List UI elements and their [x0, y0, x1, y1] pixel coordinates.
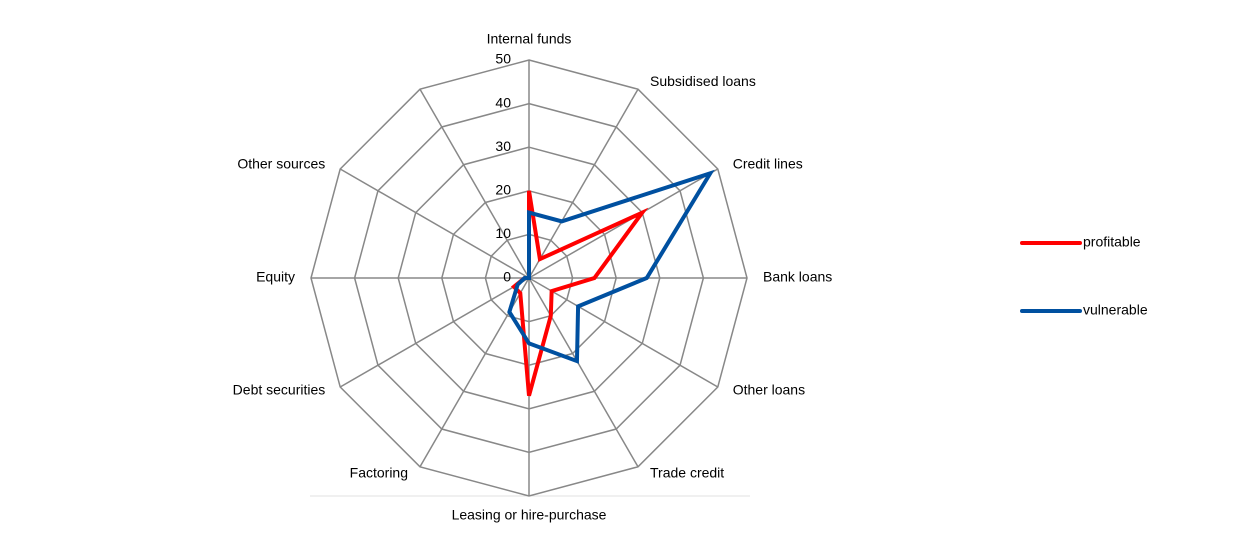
- y-tick-label: 50: [495, 51, 511, 67]
- grid-line: [310, 59, 748, 497]
- category-label: Leasing or hire-purchase: [452, 507, 607, 523]
- y-tick-label: 0: [503, 269, 511, 285]
- category-label: Subsidised loans: [650, 73, 756, 89]
- category-label: Debt securities: [233, 382, 326, 398]
- category-label: Bank loans: [763, 269, 832, 285]
- y-tick-label: 40: [495, 94, 511, 110]
- category-label: Factoring: [350, 464, 408, 480]
- series-line: [507, 169, 715, 364]
- spoke: [528, 277, 719, 388]
- spoke: [419, 88, 530, 279]
- series-line: [510, 190, 649, 397]
- spoke: [339, 168, 530, 279]
- y-tick-label: 30: [495, 138, 511, 154]
- legend-label: profitable: [1083, 234, 1141, 250]
- legend-label: vulnerable: [1083, 302, 1148, 318]
- spoke: [528, 168, 719, 279]
- y-tick-label: 10: [495, 225, 511, 241]
- category-label: Equity: [256, 269, 295, 285]
- grid-line: [484, 233, 574, 323]
- y-tick-label: 20: [495, 182, 511, 198]
- grid-line: [441, 190, 617, 366]
- spoke: [339, 277, 530, 388]
- category-label: Other sources: [237, 156, 325, 172]
- category-label: Credit lines: [733, 156, 803, 172]
- spoke: [528, 277, 639, 468]
- grid-line: [353, 102, 705, 454]
- spoke: [528, 88, 639, 279]
- category-label: Internal funds: [487, 31, 572, 47]
- category-label: Other loans: [733, 382, 805, 398]
- category-label: Trade credit: [650, 464, 724, 480]
